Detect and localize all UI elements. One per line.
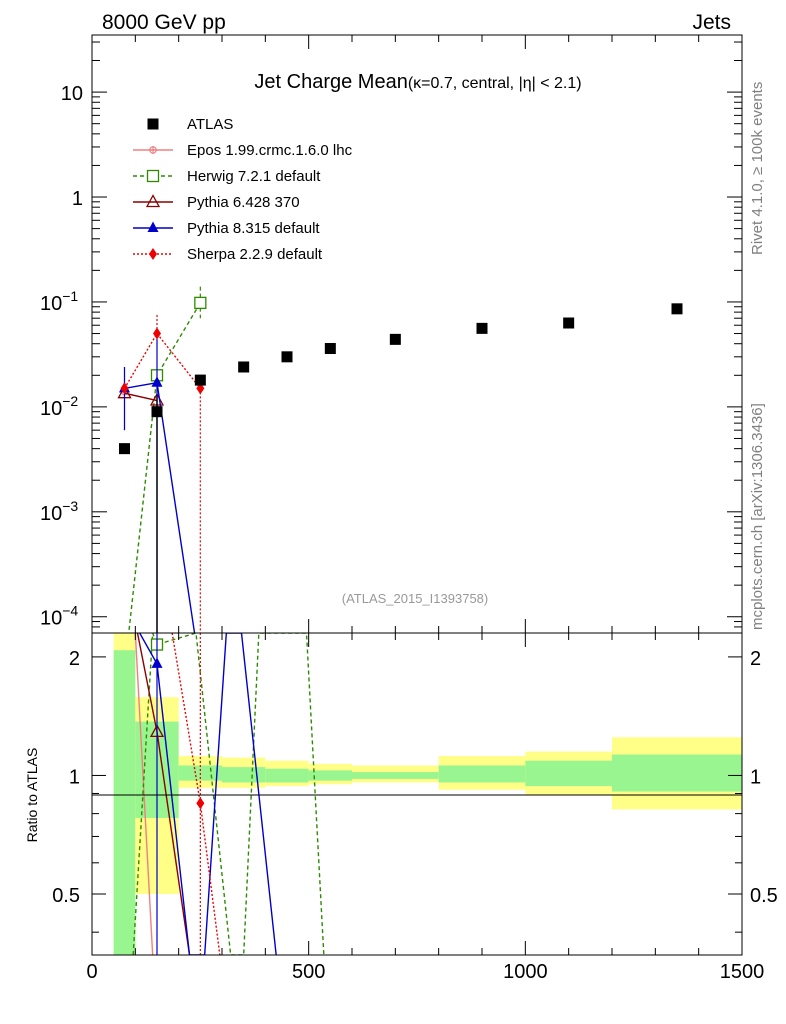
- y-tick-label: 10−4: [40, 603, 78, 630]
- main-series-layer: [117, 286, 683, 633]
- ratio-tick-label-right: 2: [750, 648, 761, 670]
- y-tick-label: 10−3: [40, 498, 78, 525]
- ratio-series-layer: [132, 633, 325, 955]
- ratio-series-line: [134, 633, 154, 955]
- series-line: [123, 332, 201, 389]
- ratio-ylabel: Ratio to ATLAS: [24, 748, 40, 843]
- ratio-tick-label-right: 0.5: [750, 885, 778, 907]
- x-tick-label: 0: [86, 961, 97, 983]
- ratio-band-inner: [113, 650, 136, 955]
- y-tick-label: 10−2: [40, 393, 78, 420]
- legend: ATLAS Epos 1.99.crmc.1.6.0 lhc Herwig 7.2.…: [133, 116, 353, 263]
- energy-label: 8000 GeV pp: [102, 11, 226, 34]
- legend-marker: [149, 248, 157, 260]
- legend-label: Epos 1.99.crmc.1.6.0 lhc: [187, 142, 353, 159]
- atlas-data-point: [194, 374, 206, 386]
- legend-label: Pythia 6.428 370: [187, 194, 300, 211]
- axes-layer: 10 1 10−1 10−2 10−3 10−4 0 500 1000 1500 0.5 0.5 1 1 2…: [40, 35, 778, 983]
- series-marker: [120, 382, 129, 395]
- y-tick-label: 10: [61, 83, 83, 105]
- analysis-watermark: (ATLAS_2015_I1393758): [342, 591, 488, 606]
- ratio-band-inner: [352, 772, 439, 779]
- atlas-data-point: [476, 322, 488, 334]
- series-marker: [153, 327, 161, 340]
- legend-marker: [145, 194, 161, 208]
- ratio-band-inner: [612, 754, 742, 792]
- atlas-data-point: [281, 351, 293, 363]
- ratio-band-inner: [525, 760, 612, 787]
- y-tick-label: 10−1: [40, 288, 78, 315]
- legend-marker: [149, 146, 157, 154]
- atlas-data-point: [238, 361, 250, 373]
- legend-label: Pythia 8.315 default: [187, 220, 320, 237]
- atlas-data-point: [563, 317, 575, 329]
- chart-title: Jet Charge Mean(κ=0.7, central, |η| < 2.…: [254, 71, 581, 93]
- x-tick-label: 1000: [503, 961, 548, 983]
- x-tick-label: 1500: [720, 961, 765, 983]
- y-tick-label: 1: [72, 188, 83, 210]
- series-marker: [194, 296, 207, 310]
- ratio-clipped: [132, 633, 325, 955]
- ratio-band-inner: [265, 768, 309, 783]
- ratio-band-inner: [438, 765, 526, 783]
- ratio-band-inner: [308, 770, 352, 781]
- ratio-tick-label: 0.5: [52, 885, 80, 907]
- series-marker: [151, 376, 163, 387]
- x-tick-label: 500: [292, 961, 325, 983]
- legend-marker: [146, 169, 160, 183]
- atlas-data-point: [324, 343, 336, 355]
- mcplots-label: mcplots.cern.ch [arXiv:1306.3436]: [749, 403, 766, 630]
- rivet-label: Rivet 4.1.0, ≥ 100k events: [749, 82, 766, 255]
- legend-label: Sherpa 2.2.9 default: [187, 246, 323, 263]
- atlas-data-point: [389, 333, 401, 345]
- ratio-plot-frame: [91, 632, 743, 956]
- legend-marker-atlas: [147, 118, 159, 130]
- legend-marker: [147, 221, 159, 232]
- chart-title-main: Jet Charge Mean: [254, 71, 407, 93]
- series-line: [124, 381, 196, 633]
- ratio-tick-label-right: 1: [750, 766, 761, 788]
- ratio-band-inner: [222, 767, 266, 783]
- main-clipped: [117, 286, 683, 633]
- ratio-series-marker: [196, 797, 205, 810]
- ratio-series-line: [171, 633, 221, 955]
- category-label: Jets: [692, 11, 731, 34]
- chart-title-sub: (κ=0.7, central, |η| < 2.1): [408, 75, 582, 92]
- series-line: [124, 392, 158, 402]
- ratio-tick-label: 2: [69, 648, 80, 670]
- legend-label: Herwig 7.2.1 default: [187, 168, 321, 185]
- series-line: [128, 302, 201, 633]
- legend-label-atlas: ATLAS: [187, 116, 233, 133]
- atlas-data-point: [671, 303, 683, 315]
- ratio-tick-label: 1: [69, 766, 80, 788]
